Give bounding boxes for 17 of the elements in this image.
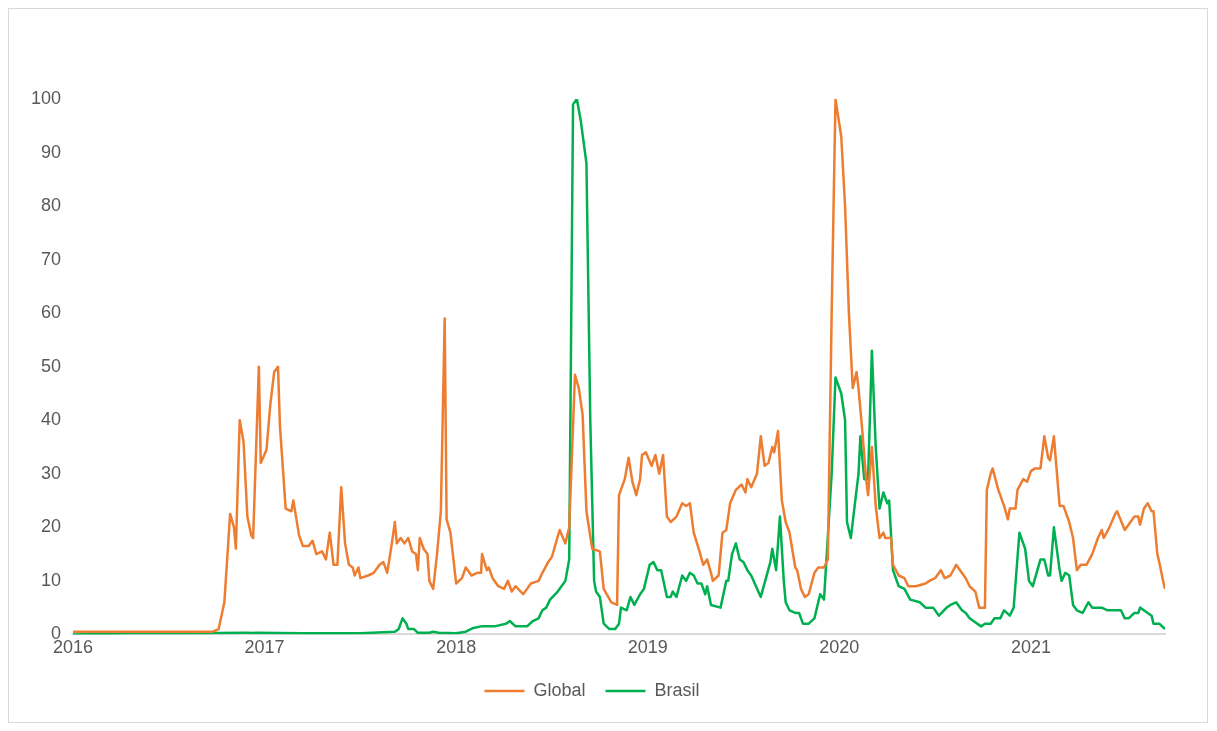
y-tick-label: 60 [41, 302, 62, 323]
y-tick-label: 100 [30, 87, 62, 108]
y-tick-label: 20 [41, 516, 62, 537]
legend-label: Brasil [654, 679, 700, 700]
y-tick-label: 40 [41, 409, 62, 430]
y-tick-label: 80 [41, 195, 62, 216]
y-tick-label: 50 [41, 355, 62, 376]
y-tick-label: 70 [41, 248, 62, 269]
x-tick-label: 2020 [819, 637, 860, 658]
x-tick-label: 2018 [436, 637, 477, 658]
y-tick-label: 10 [41, 569, 62, 590]
y-tick-label: 30 [41, 462, 62, 483]
y-tick-label: 90 [41, 141, 62, 162]
legend-label: Global [533, 679, 586, 700]
x-tick-label: 2019 [627, 637, 668, 658]
x-tick-label: 2017 [244, 637, 285, 658]
x-tick-label: 2021 [1010, 637, 1051, 658]
